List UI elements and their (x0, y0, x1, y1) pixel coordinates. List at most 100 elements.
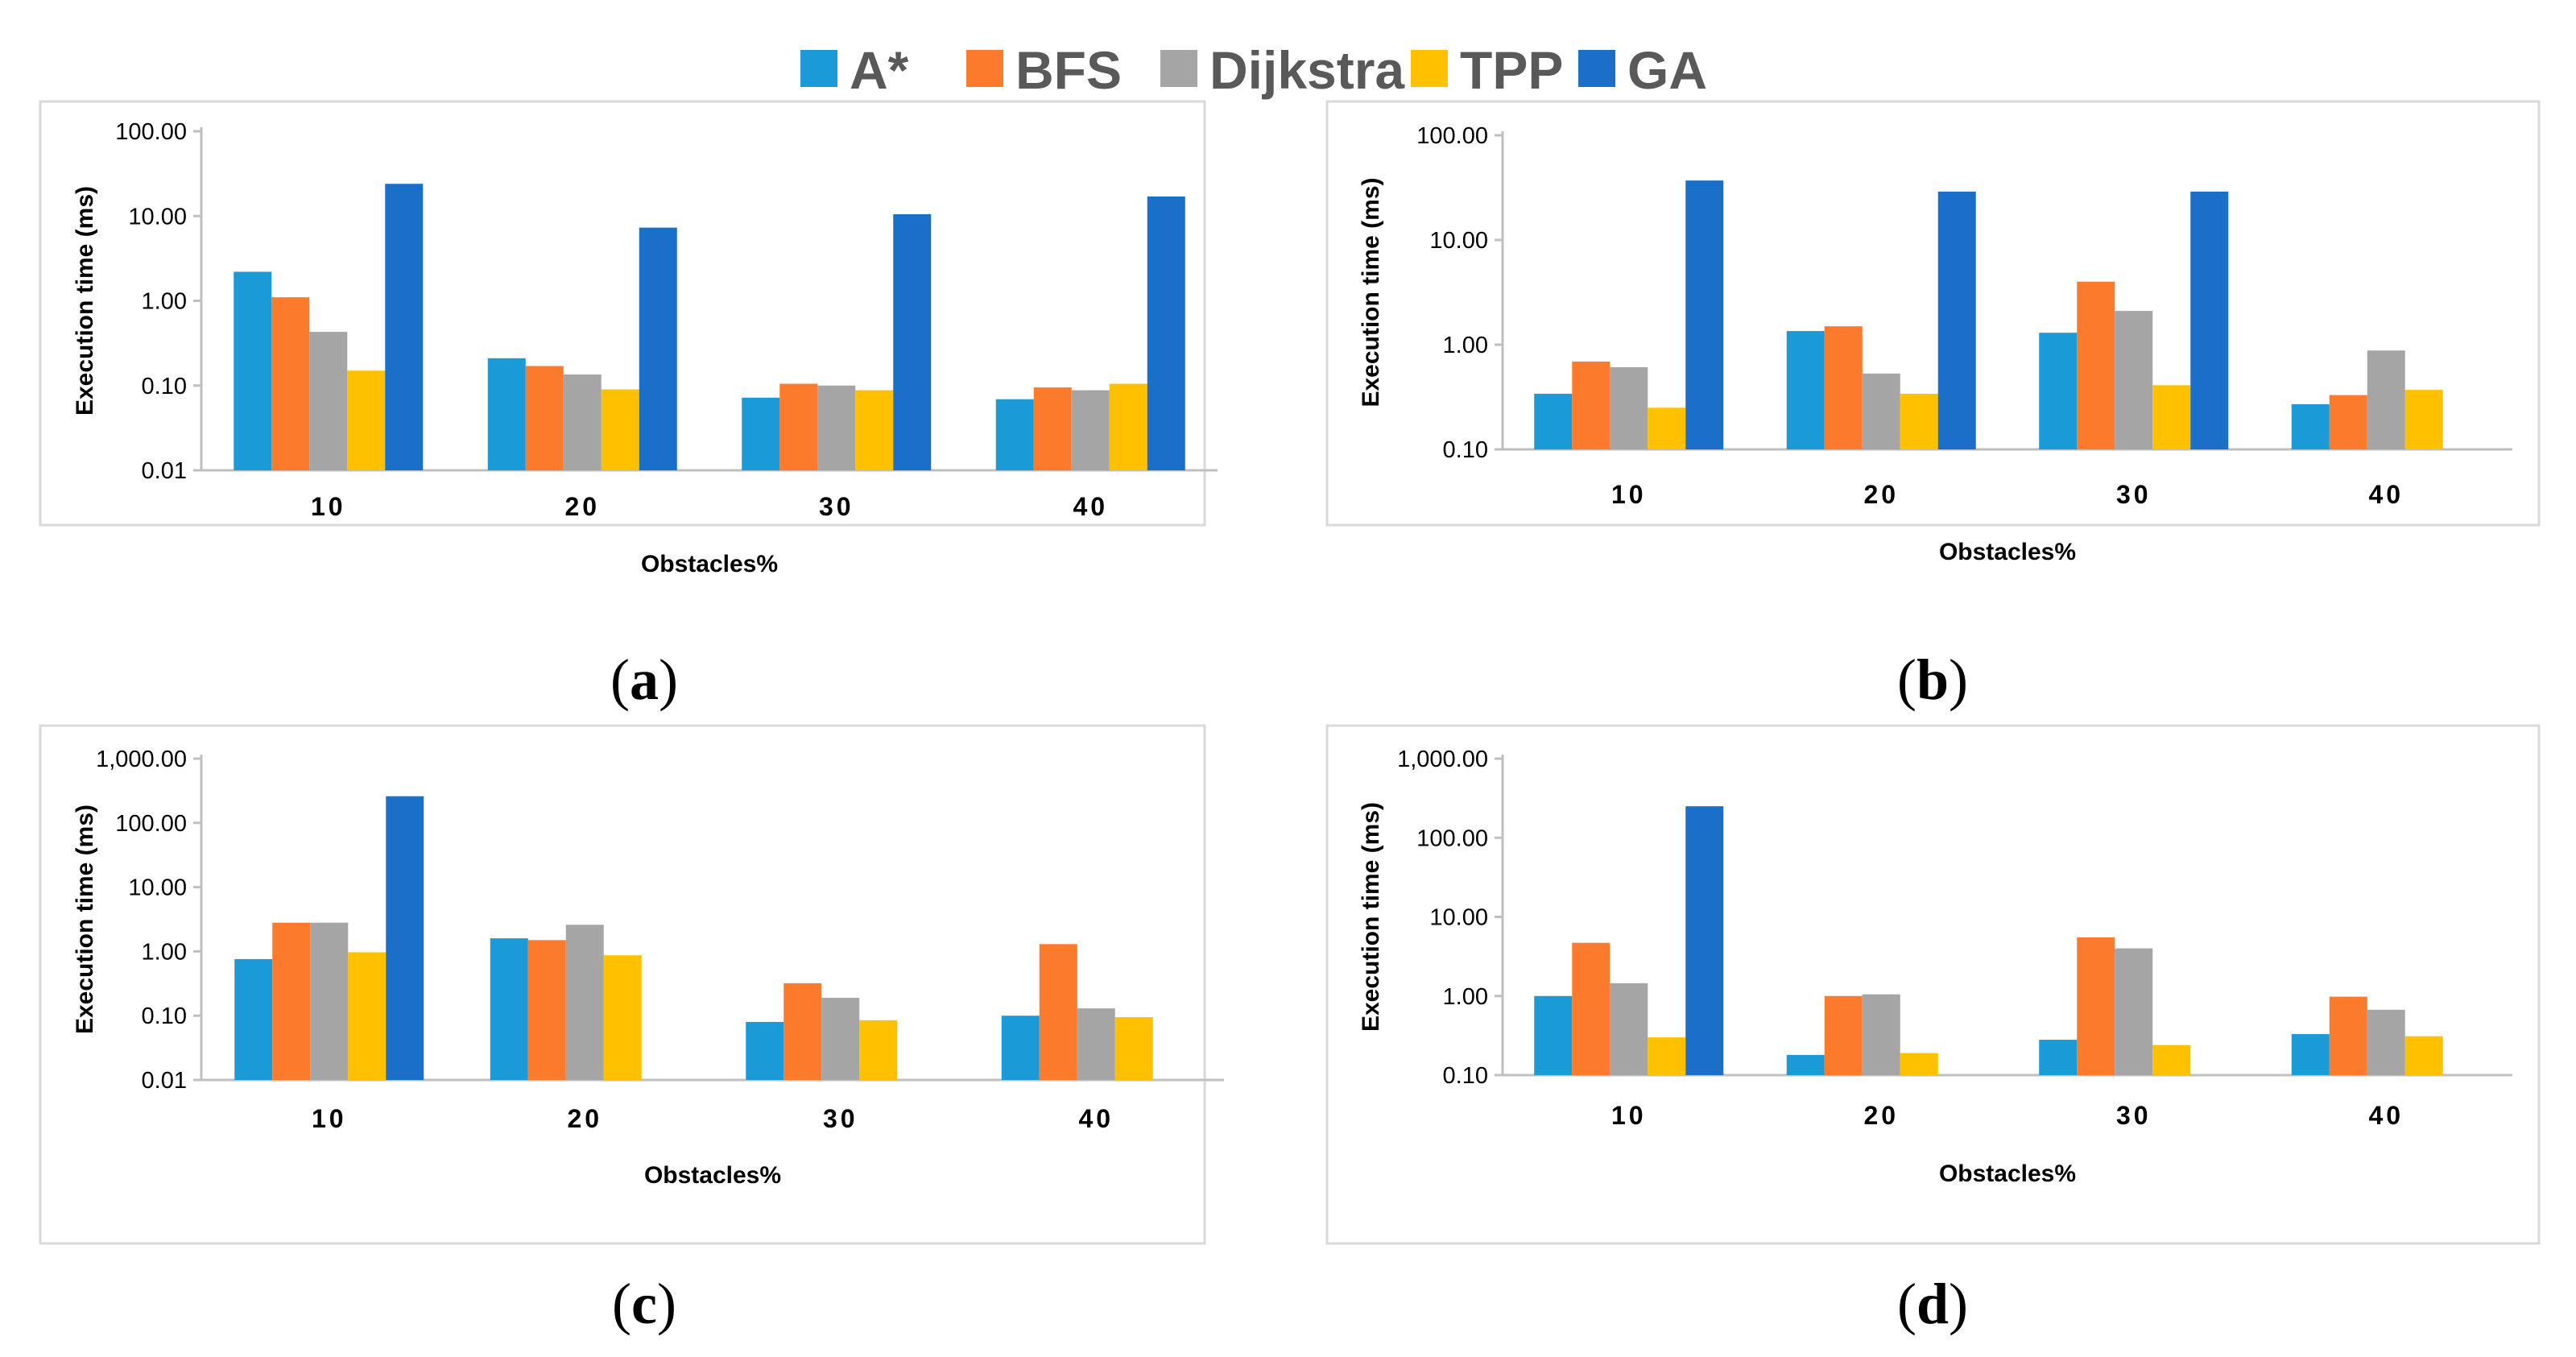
legend-item-0: A* (800, 40, 909, 100)
bar-tpp-30 (2152, 385, 2191, 449)
bar-bfs-30 (779, 383, 818, 470)
bar-tpp-40 (1109, 383, 1147, 470)
bar-ga-20 (639, 227, 677, 470)
bar-tpp-10 (348, 952, 387, 1080)
bar-astar-10 (234, 271, 272, 470)
legend-swatch (1160, 50, 1197, 87)
y-tick-label: 1,000.00 (96, 747, 187, 772)
bar-ga-30 (893, 214, 932, 470)
legend-item-2: Dijkstra (1160, 40, 1405, 100)
x-axis-label: Obstacles% (1939, 539, 2076, 565)
bar-ga-30 (2190, 191, 2229, 450)
y-tick-label: 100.00 (1416, 825, 1488, 851)
y-axis-label: Execution time (ms) (72, 805, 98, 1034)
bar-tpp-30 (859, 1020, 898, 1080)
x-tick-label: 20 (1863, 480, 1899, 509)
y-tick-label: 10.00 (1429, 228, 1488, 254)
bar-bfs-40 (1033, 387, 1072, 470)
y-tick-label: 100.00 (115, 811, 187, 837)
y-axis-label: Execution time (ms) (1358, 177, 1384, 407)
bar-ga-40 (1147, 196, 1185, 471)
y-tick-label: 100.00 (115, 119, 187, 145)
bar-bfs-40 (2329, 996, 2367, 1075)
x-tick-label: 30 (819, 492, 854, 521)
legend-label: BFS (1015, 40, 1122, 100)
x-tick-label: 40 (2368, 1101, 2404, 1130)
bar-tpp-30 (2152, 1045, 2191, 1075)
y-tick-label: 1.00 (1443, 333, 1488, 358)
bar-tpp-40 (2404, 1036, 2443, 1075)
y-tick-label: 0.10 (142, 1003, 187, 1029)
bar-dijkstra-30 (2115, 311, 2153, 449)
chart-panel-c: 0.01 0.10 1.00 10.00 100.00 1,000.00 10 20 30 40 E… (39, 724, 1224, 1336)
legend-swatch (966, 50, 1003, 87)
bar-astar-40 (1001, 1016, 1040, 1080)
y-tick-label: 10.00 (128, 875, 187, 901)
x-tick-label: 10 (1611, 480, 1647, 509)
panels: 0.01 0.10 1.00 10.00 100.00 10 20 30 40 Execution… (39, 100, 2541, 1336)
bar-bfs-30 (2077, 281, 2115, 449)
bar-dijkstra-40 (2367, 350, 2405, 449)
x-tick-label: 10 (311, 492, 346, 521)
legend-item-4: GA (1578, 40, 1707, 100)
bar-tpp-10 (1648, 1037, 1686, 1075)
x-tick-label: 40 (1078, 1104, 1114, 1133)
x-tick-label: 30 (2116, 1101, 2152, 1130)
bar-bfs-30 (784, 983, 822, 1080)
x-tick-label: 30 (823, 1104, 858, 1133)
bar-bfs-20 (525, 366, 564, 470)
bar-astar-30 (746, 1021, 784, 1080)
bar-dijkstra-10 (309, 332, 348, 470)
bar-bfs-20 (1824, 326, 1863, 449)
bar-tpp-40 (1114, 1016, 1153, 1080)
bar-dijkstra-10 (1610, 366, 1648, 449)
y-tick-label: 1.00 (142, 939, 187, 965)
bar-astar-20 (1786, 331, 1825, 449)
y-tick-label: 0.10 (142, 374, 187, 399)
bar-dijkstra-10 (310, 922, 349, 1080)
bar-ga-10 (1685, 180, 1724, 449)
bar-astar-20 (487, 358, 526, 470)
bar-bfs-40 (2329, 395, 2367, 449)
x-axis-label: Obstacles% (644, 1162, 781, 1189)
bar-astar-30 (2039, 333, 2078, 449)
bar-tpp-20 (601, 389, 639, 470)
bar-bfs-20 (527, 940, 566, 1080)
panel-caption: (d) (1897, 1272, 1968, 1336)
bar-dijkstra-20 (563, 374, 602, 470)
y-tick-label: 0.10 (1443, 1063, 1488, 1089)
y-axis-label: Execution time (ms) (72, 186, 98, 416)
x-axis-label: Obstacles% (641, 551, 778, 577)
y-axis-label: Execution time (ms) (1358, 802, 1384, 1032)
y-tick-label: 10.00 (1429, 905, 1488, 931)
bar-bfs-10 (1572, 942, 1611, 1075)
y-tick-label: 100.00 (1416, 123, 1488, 149)
bar-tpp-40 (2404, 390, 2443, 449)
x-tick-label: 20 (564, 492, 600, 521)
bar-dijkstra-10 (1610, 983, 1648, 1075)
y-tick-label: 0.01 (142, 1068, 187, 1094)
y-tick-label: 0.01 (142, 458, 187, 484)
bar-dijkstra-30 (2115, 948, 2153, 1075)
bar-bfs-30 (2077, 937, 2115, 1075)
bar-ga-20 (1937, 191, 1976, 450)
bar-ga-10 (386, 796, 424, 1080)
panel-caption: (c) (612, 1272, 676, 1336)
x-tick-label: 20 (567, 1104, 602, 1133)
bar-dijkstra-40 (2367, 1009, 2405, 1075)
legend-label: Dijkstra (1209, 40, 1405, 100)
x-axis-label: Obstacles% (1939, 1160, 2076, 1187)
y-tick-label: 1.00 (142, 289, 187, 315)
chart-panel-a: 0.01 0.10 1.00 10.00 100.00 10 20 30 40 Execution… (39, 100, 1218, 712)
x-tick-label: 40 (2368, 480, 2404, 509)
legend-swatch (800, 50, 837, 87)
chart-panel-b: 0.10 1.00 10.00 100.00 10 20 30 40 Execution tim… (1325, 100, 2541, 712)
bar-ga-10 (1685, 806, 1724, 1075)
chart-frame (1325, 100, 2541, 527)
bar-dijkstra-40 (1077, 1008, 1115, 1080)
x-tick-label: 10 (312, 1104, 347, 1133)
bar-bfs-10 (271, 297, 310, 470)
bar-astar-40 (995, 399, 1034, 470)
panel-caption: (b) (1897, 647, 1968, 712)
y-tick-label: 0.10 (1443, 437, 1488, 463)
